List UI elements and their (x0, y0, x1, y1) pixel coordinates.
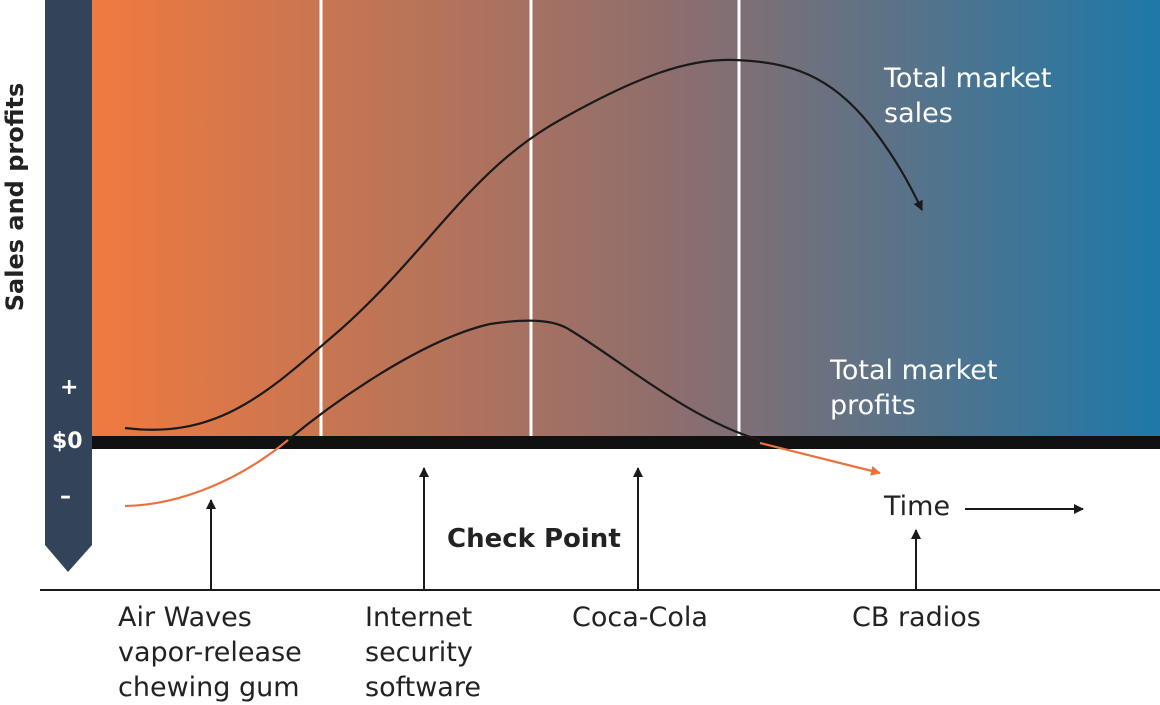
total-market-sales-curve (124, 58, 923, 431)
y-axis-bar (45, 0, 92, 572)
zero-mark: $0 (52, 429, 83, 454)
zero-baseline (92, 436, 1160, 449)
minus-mark: – (60, 484, 71, 509)
product-label-coca-cola: Coca-Cola (572, 602, 708, 633)
y-axis-label: Sales and profits (1, 82, 29, 312)
product-label-cb-radios: CB radios (852, 602, 981, 633)
product-label-air-waves: Air Waves vapor-release chewing gum (118, 602, 302, 703)
total-market-profits-curve (287, 319, 761, 442)
sales-curve-label: Total market sales (884, 63, 1052, 129)
profits-curve-label: Total market profits (830, 355, 998, 421)
check-point-label: Check Point (447, 524, 621, 554)
profit-loss-curve-left (124, 439, 289, 508)
time-label: Time (884, 491, 951, 522)
plus-mark: + (60, 375, 79, 400)
profit-loss-curve-right (759, 441, 881, 476)
diagram-canvas (40, 0, 1160, 591)
product-label-internet-security: Internet security software (365, 602, 481, 703)
